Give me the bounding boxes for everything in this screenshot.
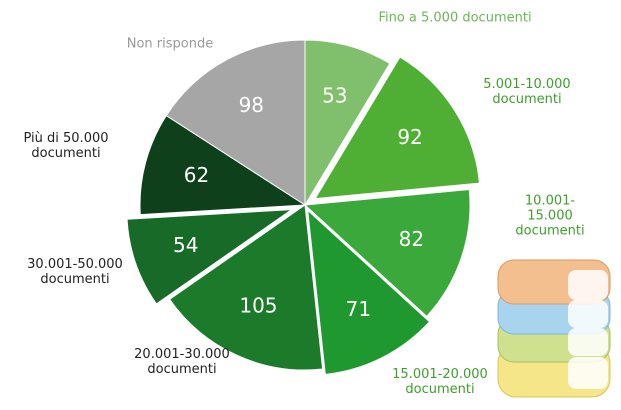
- pie-slice: [139, 114, 307, 216]
- pie-slice: [303, 188, 471, 318]
- slice-label: Fino a 5.000 documenti: [378, 10, 532, 26]
- slice-label: Più di 50.000 documenti: [23, 131, 109, 161]
- value-label: 98: [239, 93, 264, 117]
- pie-slice: [304, 39, 391, 207]
- slice-label: 5.001-10.000 documenti: [483, 77, 571, 107]
- value-label: 53: [322, 83, 347, 107]
- slice-label: 15.001-20.000 documenti: [392, 367, 488, 397]
- pie-slice: [307, 209, 431, 375]
- value-label: 82: [399, 227, 424, 251]
- slice-label: 20.001-30.000 documenti: [134, 347, 230, 377]
- value-label: 105: [239, 294, 277, 318]
- pie-slice: [314, 56, 480, 200]
- slice-label: Non risponde: [126, 36, 214, 52]
- value-label: 92: [397, 125, 422, 149]
- slice-label: 10.001-15.000 documenti: [515, 193, 585, 239]
- value-label: 62: [184, 163, 209, 187]
- pie-slice: [165, 39, 306, 206]
- value-label: 54: [173, 233, 198, 257]
- pie-slice: [168, 204, 324, 371]
- pie-slice: [126, 208, 294, 305]
- books-icon: [497, 259, 611, 398]
- value-label: 71: [346, 297, 371, 321]
- slice-label: 30.001-50.000 documenti: [27, 257, 123, 287]
